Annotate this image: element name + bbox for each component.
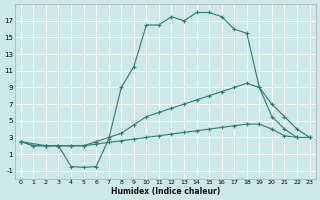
X-axis label: Humidex (Indice chaleur): Humidex (Indice chaleur): [111, 187, 220, 196]
